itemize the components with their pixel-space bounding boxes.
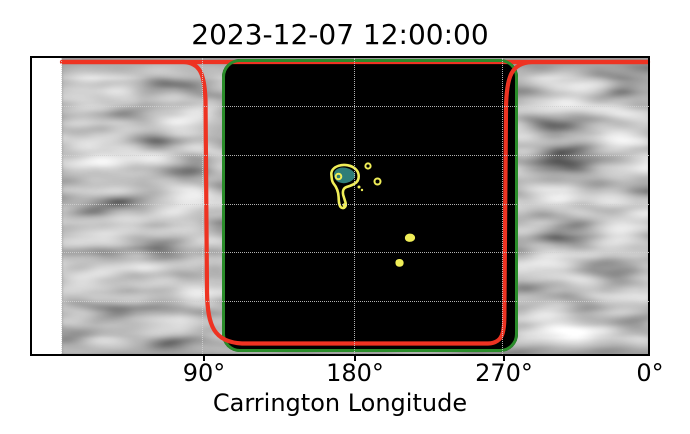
red-weight-curve: [59, 59, 651, 346]
blob-a: [404, 233, 416, 242]
x-axis-label: Carrington Longitude: [212, 389, 468, 417]
tick-mark: [203, 355, 205, 361]
grid-line-vertical: [502, 58, 504, 354]
grid-line-vertical: [354, 58, 356, 354]
grid-line-vertical: [202, 58, 204, 354]
inner-contour-ring: [334, 172, 343, 181]
grid-line-horizontal: [62, 252, 649, 254]
active-region-contour: [330, 163, 360, 210]
grid-line-vertical: [61, 58, 63, 354]
blob-b: [395, 258, 404, 267]
plot-title: 2023-12-07 12:00:00: [191, 18, 489, 51]
grid-line-horizontal: [62, 155, 649, 157]
small-ring-b: [373, 177, 382, 186]
tick-label: 270°: [475, 359, 533, 387]
tick-mark: [354, 355, 356, 361]
axes-frame: [30, 56, 650, 356]
tail-dot: [342, 203, 347, 208]
no-data-strip: [33, 58, 62, 354]
small-dot-b: [360, 188, 364, 192]
small-ring-a: [364, 162, 372, 170]
grid-line-horizontal: [62, 106, 649, 108]
tick-mark: [503, 355, 505, 361]
tick-label: 180°: [326, 359, 384, 387]
grid-line-horizontal: [62, 204, 649, 206]
tick-label: 0°: [636, 359, 664, 387]
small-dot-a: [357, 185, 361, 189]
window-outline: [222, 59, 518, 352]
tick-label: 90°: [182, 359, 226, 387]
masked-window: [222, 59, 518, 352]
grid-line-horizontal: [62, 301, 649, 303]
